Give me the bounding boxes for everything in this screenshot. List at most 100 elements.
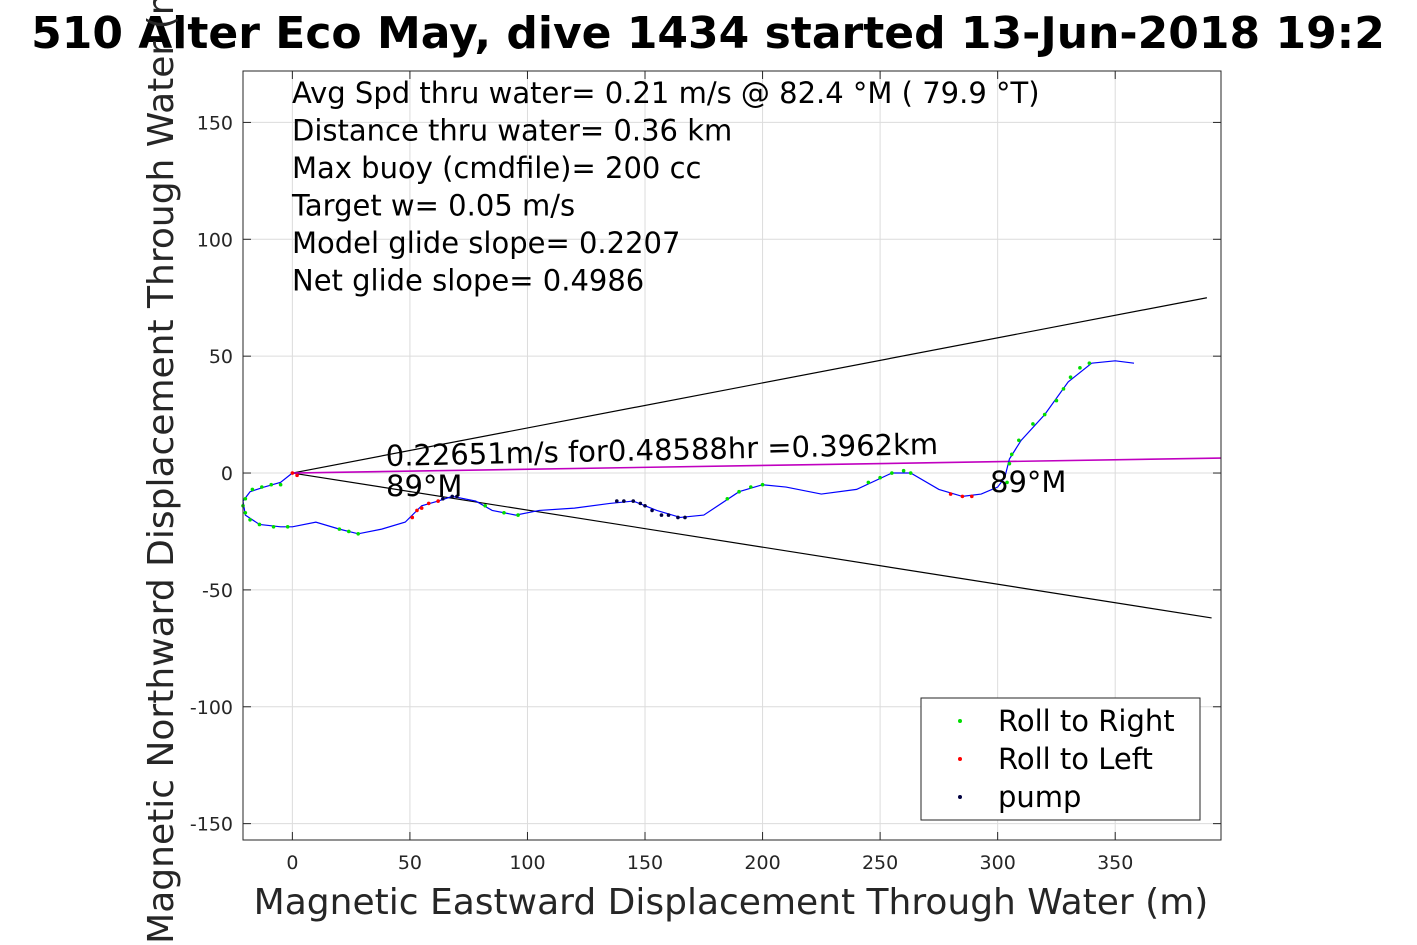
data-point bbox=[441, 496, 445, 501]
summary-line: Avg Spd thru water= 0.21 m/s @ 82.4 °M (… bbox=[292, 76, 1040, 110]
legend-marker bbox=[958, 795, 962, 799]
summary-line: Target w= 0.05 m/s bbox=[291, 189, 575, 223]
data-point bbox=[676, 515, 680, 520]
y-tick-label: 100 bbox=[197, 229, 233, 251]
legend-marker bbox=[958, 719, 962, 723]
data-point bbox=[890, 471, 894, 475]
data-point bbox=[269, 482, 274, 487]
data-point bbox=[683, 515, 687, 520]
data-point bbox=[243, 496, 248, 501]
plot-area-border bbox=[242, 70, 1222, 841]
data-points bbox=[241, 361, 1092, 536]
data-point bbox=[1054, 398, 1059, 403]
axis-ticks: 0 50 100 150 200 250 300 350 -150 -100 -50 0 50 100 15… bbox=[190, 71, 1221, 874]
data-point bbox=[878, 475, 882, 480]
data-point bbox=[271, 524, 276, 529]
data-point bbox=[483, 503, 487, 508]
data-point bbox=[725, 496, 730, 501]
y-tick-label: 150 bbox=[197, 112, 233, 134]
summary-line: Distance thru water= 0.36 km bbox=[292, 114, 732, 148]
data-point bbox=[1087, 361, 1092, 365]
data-point bbox=[666, 513, 671, 517]
data-point bbox=[1007, 461, 1012, 466]
glide-envelope-line bbox=[292, 297, 1208, 474]
glide-envelope-line bbox=[292, 472, 1212, 619]
data-point bbox=[248, 517, 252, 522]
data-point bbox=[295, 473, 299, 478]
data-point bbox=[638, 501, 643, 506]
y-tick-label: 50 bbox=[209, 346, 233, 368]
summary-line: Model glide slope= 0.2207 bbox=[292, 226, 680, 260]
data-point bbox=[615, 499, 619, 503]
x-tick-label: 100 bbox=[509, 852, 545, 874]
x-tick-label: 350 bbox=[1097, 852, 1133, 874]
y-tick-label: -150 bbox=[190, 814, 233, 836]
data-point bbox=[866, 480, 871, 485]
x-tick-label: 0 bbox=[286, 852, 298, 874]
data-point bbox=[285, 524, 290, 529]
data-point bbox=[631, 499, 636, 503]
summary-line: Max buoy (cmdfile)= 200 cc bbox=[292, 151, 701, 185]
data-point bbox=[1061, 387, 1066, 391]
data-point bbox=[250, 487, 255, 492]
series-roll-to-right bbox=[241, 361, 1092, 536]
y-tick-label: 0 bbox=[221, 463, 233, 485]
data-point bbox=[356, 532, 360, 536]
heading-label-right: 89°M bbox=[990, 465, 1066, 499]
data-point bbox=[346, 529, 351, 534]
data-point bbox=[337, 527, 342, 531]
data-point bbox=[960, 494, 965, 499]
data-point bbox=[450, 494, 455, 499]
current-vector-line bbox=[292, 457, 1222, 474]
data-point bbox=[1068, 375, 1073, 379]
data-point bbox=[1078, 366, 1082, 370]
data-point bbox=[760, 482, 765, 487]
data-point bbox=[502, 510, 506, 515]
x-tick-label: 50 bbox=[398, 852, 422, 874]
summary-line: Net glide slope= 0.4986 bbox=[292, 264, 644, 298]
data-point bbox=[455, 494, 459, 499]
x-tick-label: 150 bbox=[627, 852, 663, 874]
data-point bbox=[290, 471, 295, 475]
data-point bbox=[749, 485, 753, 489]
data-point bbox=[737, 489, 741, 494]
data-point bbox=[243, 510, 248, 515]
data-point bbox=[908, 471, 913, 475]
legend-label: Roll to Left bbox=[998, 742, 1153, 776]
series-pump bbox=[441, 494, 687, 520]
heading-label-left: 89°M bbox=[386, 469, 462, 503]
legend-label: Roll to Right bbox=[998, 704, 1175, 738]
data-point bbox=[1031, 422, 1035, 426]
data-point bbox=[948, 492, 953, 496]
data-point bbox=[1009, 452, 1014, 457]
glide-lines bbox=[292, 297, 1222, 619]
data-point bbox=[260, 485, 264, 489]
summary-text: Avg Spd thru water= 0.21 m/s @ 82.4 °M (… bbox=[291, 76, 1040, 298]
data-point bbox=[1005, 480, 1009, 485]
data-point bbox=[650, 508, 654, 513]
data-point bbox=[1017, 438, 1021, 443]
y-tick-label: -50 bbox=[202, 580, 233, 602]
data-point bbox=[643, 503, 647, 508]
data-point bbox=[415, 508, 419, 513]
data-point bbox=[410, 515, 415, 520]
data-point bbox=[969, 494, 974, 499]
data-point bbox=[278, 482, 283, 487]
x-tick-label: 250 bbox=[862, 852, 898, 874]
data-point bbox=[516, 513, 520, 517]
data-point bbox=[426, 501, 431, 506]
data-point bbox=[436, 499, 440, 503]
legend-box bbox=[920, 697, 1201, 821]
legend-label: pump bbox=[998, 780, 1081, 814]
data-point bbox=[257, 522, 262, 527]
data-point bbox=[622, 499, 626, 503]
x-axis-label: Magnetic Eastward Displacement Through W… bbox=[254, 882, 1209, 923]
y-axis-label: Magnetic Northward Displacement Through … bbox=[141, 0, 182, 944]
data-point bbox=[901, 468, 906, 473]
y-tick-label: -100 bbox=[190, 697, 233, 719]
data-point bbox=[659, 513, 664, 517]
legend-marker bbox=[958, 757, 962, 761]
x-tick-label: 200 bbox=[744, 852, 780, 874]
data-point bbox=[419, 506, 424, 510]
